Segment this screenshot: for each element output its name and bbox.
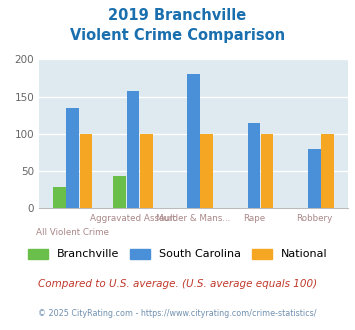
Bar bbox=[321, 134, 334, 208]
Bar bbox=[261, 134, 273, 208]
Bar bbox=[140, 134, 153, 208]
Text: Robbery: Robbery bbox=[296, 214, 332, 223]
Bar bbox=[66, 108, 79, 208]
Text: Rape: Rape bbox=[243, 214, 265, 223]
Bar bbox=[247, 123, 260, 208]
Text: Violent Crime Comparison: Violent Crime Comparison bbox=[70, 28, 285, 43]
Bar bbox=[127, 91, 140, 208]
Text: 2019 Branchville: 2019 Branchville bbox=[108, 8, 247, 23]
Text: Aggravated Assault: Aggravated Assault bbox=[90, 214, 176, 223]
Bar bbox=[80, 134, 92, 208]
Bar bbox=[53, 187, 66, 208]
Text: All Violent Crime: All Violent Crime bbox=[36, 228, 109, 237]
Bar bbox=[114, 176, 126, 208]
Bar bbox=[187, 74, 200, 208]
Text: Murder & Mans...: Murder & Mans... bbox=[156, 214, 231, 223]
Bar bbox=[201, 134, 213, 208]
Text: © 2025 CityRating.com - https://www.cityrating.com/crime-statistics/: © 2025 CityRating.com - https://www.city… bbox=[38, 309, 317, 317]
Bar bbox=[308, 149, 321, 208]
Text: Compared to U.S. average. (U.S. average equals 100): Compared to U.S. average. (U.S. average … bbox=[38, 279, 317, 289]
Legend: Branchville, South Carolina, National: Branchville, South Carolina, National bbox=[28, 249, 327, 259]
